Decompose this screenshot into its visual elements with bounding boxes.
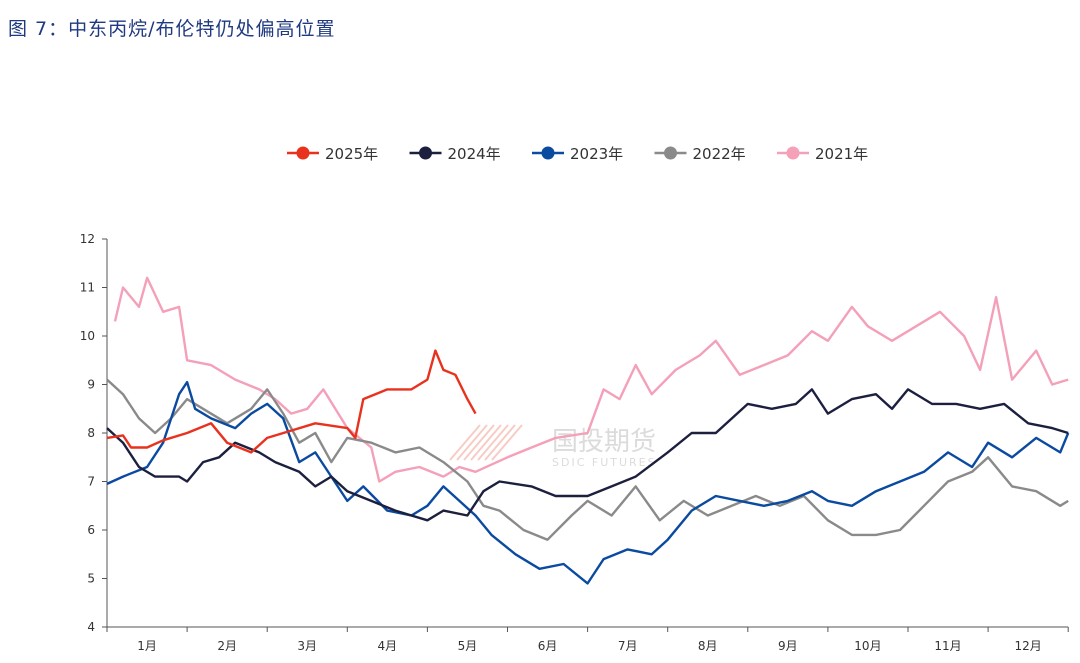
x-tick-label: 11月	[934, 639, 961, 653]
legend-label: 2025年	[325, 145, 378, 163]
svg-text:SDIC FUTURES: SDIC FUTURES	[552, 456, 657, 469]
legend-marker	[541, 146, 555, 160]
x-tick-label: 6月	[538, 639, 558, 653]
y-tick-label: 8	[87, 426, 95, 440]
x-tick-label: 9月	[778, 639, 798, 653]
series-line-2021	[113, 276, 1069, 483]
legend-marker	[664, 146, 677, 160]
x-tick-label: 12月	[1015, 639, 1042, 653]
legend-label: 2021年	[815, 145, 868, 163]
series-line-2025	[106, 349, 477, 454]
x-tick-label: 2月	[217, 639, 237, 653]
x-tick-label: 1月	[137, 639, 157, 653]
legend-marker	[786, 146, 800, 160]
y-tick-label: 9	[87, 378, 95, 392]
legend-marker	[419, 146, 432, 160]
y-tick-label: 5	[87, 572, 95, 586]
x-tick-label: 4月	[378, 639, 398, 653]
series-line-2022	[106, 378, 1069, 541]
x-tick-label: 10月	[854, 639, 881, 653]
y-tick-label: 7	[87, 475, 95, 489]
legend-label: 2023年	[570, 145, 623, 163]
y-tick-label: 10	[80, 329, 95, 343]
series-line-2024	[106, 388, 1069, 522]
y-tick-label: 12	[80, 232, 95, 246]
legend-label: 2024年	[448, 145, 501, 163]
legend-label: 2022年	[693, 145, 746, 163]
x-tick-label: 3月	[297, 639, 317, 653]
y-tick-label: 4	[87, 620, 95, 634]
svg-text:国投期货: 国投期货	[552, 427, 656, 457]
series-line-2023	[106, 380, 1070, 585]
figure-title: 图 7：中东丙烷/布伦特仍处偏高位置	[8, 18, 336, 40]
y-tick-label: 6	[87, 523, 95, 537]
x-tick-label: 7月	[618, 639, 638, 653]
y-tick-label: 11	[80, 281, 95, 295]
x-tick-label: 5月	[458, 639, 478, 653]
legend-marker	[296, 146, 310, 160]
x-tick-label: 8月	[698, 639, 718, 653]
